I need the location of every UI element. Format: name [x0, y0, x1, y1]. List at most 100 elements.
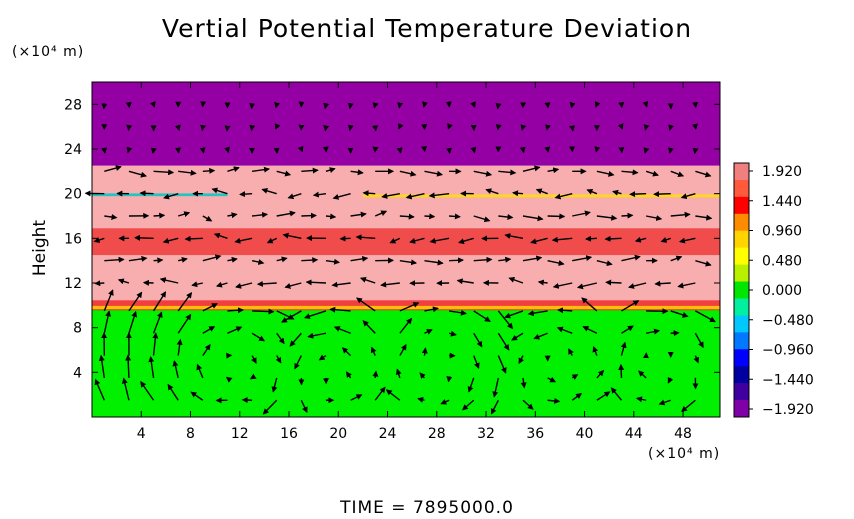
vector-arrow [422, 101, 428, 108]
vector-arrow [282, 232, 302, 240]
vector-arrow [274, 123, 281, 130]
vector-arrow [670, 211, 691, 218]
vector-arrow [638, 370, 647, 379]
colorbar-segment [734, 332, 749, 350]
x-tick-label: 8 [186, 426, 195, 442]
field-streak-1 [92, 300, 720, 311]
vector-arrow [473, 170, 493, 177]
x-tick-label: 36 [526, 426, 544, 442]
vector-arrow [399, 170, 417, 177]
colorbar-segment [734, 213, 749, 232]
field-streak-3 [92, 193, 228, 197]
vector-arrow [670, 170, 685, 178]
vector-arrow [202, 303, 218, 312]
vector-arrow [191, 281, 203, 288]
vector-arrow [596, 259, 613, 267]
vector-arrow [332, 192, 351, 200]
vector-arrow [252, 211, 269, 218]
vector-arrow [167, 383, 179, 401]
vector-arrow [150, 147, 157, 155]
vector-arrow [381, 192, 400, 199]
vector-arrow [178, 169, 197, 176]
vector-arrow [341, 347, 352, 357]
vector-arrow [153, 169, 175, 176]
colorbar-tick-label: 0.000 [762, 283, 802, 299]
colorbar-tick-label: 0.480 [762, 253, 802, 269]
vector-arrow [380, 281, 400, 288]
vector-arrow [695, 310, 716, 323]
vector-arrow [419, 372, 426, 379]
vector-arrow [428, 192, 450, 199]
vector-arrow [287, 193, 302, 200]
vector-arrow [333, 326, 351, 334]
colorbar-segment [734, 349, 749, 367]
vector-arrow [490, 399, 499, 415]
vector-arrow [312, 191, 327, 198]
vector-arrow [117, 278, 130, 285]
x-tick-label: 44 [625, 426, 643, 442]
vector-arrow [177, 292, 193, 312]
vector-arrow [196, 363, 204, 379]
vector-arrow [261, 187, 277, 195]
chart-title: Vertial Potential Temperature Deviation [161, 14, 693, 43]
vector-arrow [389, 237, 401, 244]
vector-arrow [289, 332, 302, 347]
vector-arrow [128, 291, 143, 312]
vector-arrow [101, 147, 108, 154]
vector-arrow [121, 377, 130, 401]
vector-arrow [359, 276, 376, 284]
vector-arrow [200, 124, 207, 132]
vector-arrow [586, 188, 598, 195]
vector-arrow [104, 214, 118, 220]
vector-arrow [596, 391, 611, 401]
vector-arrow [621, 254, 641, 262]
vector-arrow [629, 191, 647, 198]
vector-arrow [276, 256, 288, 263]
x-unit-label: (×10⁴ m) [648, 446, 721, 462]
vector-arrow [325, 167, 336, 173]
x-tick-label: 32 [477, 426, 495, 442]
vector-arrow [234, 237, 253, 244]
vector-arrow [372, 102, 379, 109]
vector-arrow [547, 259, 565, 266]
vector-arrow [266, 237, 278, 244]
vector-arrow [372, 370, 379, 379]
colorbar-tick-label: 1.920 [762, 164, 802, 180]
vector-arrow [568, 348, 574, 356]
vector-arrow [323, 102, 330, 110]
x-tick-label: 12 [231, 426, 249, 442]
vector-arrow [125, 354, 132, 378]
vector-arrow [571, 374, 579, 380]
vector-arrow [177, 211, 191, 217]
vector-arrow [447, 123, 453, 130]
vector-arrow [660, 237, 671, 243]
vector-arrow [693, 355, 700, 364]
vector-arrow [461, 399, 475, 411]
vector-arrow [557, 307, 573, 314]
vector-arrow [235, 282, 253, 289]
vector-arrow [405, 192, 425, 200]
vector-arrow [227, 326, 243, 334]
vector-arrow [139, 190, 154, 197]
vector-arrow [249, 124, 256, 132]
vector-arrow [530, 237, 548, 245]
vector-arrow [551, 236, 573, 243]
vector-arrow [417, 396, 425, 403]
vector-arrow [276, 332, 285, 345]
vector-arrow [604, 235, 622, 242]
colorbar-segment [734, 400, 749, 418]
vector-arrow [362, 190, 376, 197]
colorbar-segment [734, 383, 749, 401]
vector-arrow [190, 391, 204, 401]
vector-arrow [495, 102, 502, 110]
vector-arrow [498, 214, 514, 220]
vector-arrow [445, 147, 452, 155]
vector-arrow [458, 237, 474, 245]
vector-arrow [556, 326, 573, 334]
vector-arrow [621, 212, 634, 219]
vector-arrow [397, 102, 404, 109]
vector-arrow [395, 368, 402, 379]
vector-arrow [448, 330, 457, 337]
plot-frame [91, 81, 721, 418]
y-tick-label: 12 [64, 276, 82, 292]
